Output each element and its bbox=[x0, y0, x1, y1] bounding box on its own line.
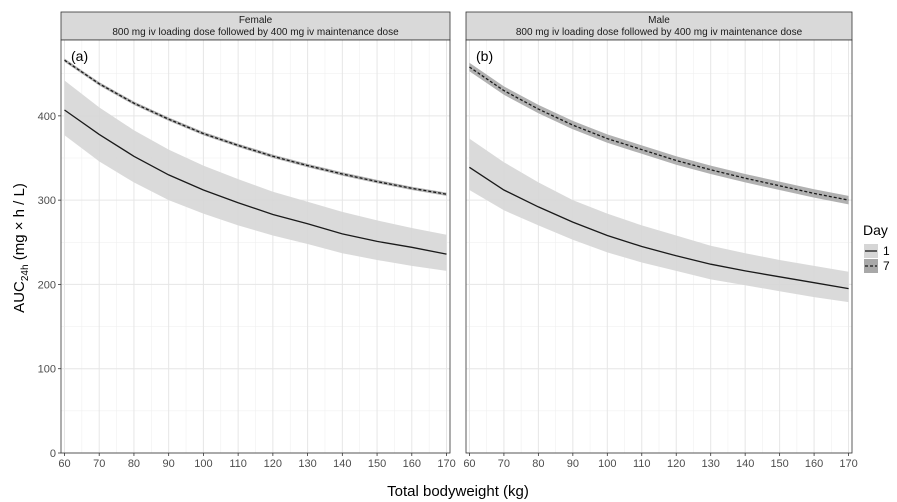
x-tick-label: 150 bbox=[770, 458, 788, 470]
x-tick-label: 80 bbox=[128, 458, 140, 470]
ribbon-day-7 bbox=[469, 62, 849, 205]
panel-strip bbox=[465, 11, 853, 41]
x-tick-label: 140 bbox=[736, 458, 754, 470]
x-tick-label: 90 bbox=[567, 458, 579, 470]
ribbon-day-1 bbox=[469, 138, 849, 303]
ribbon-day-1 bbox=[64, 80, 447, 271]
panel-border bbox=[60, 39, 451, 454]
strip-line-2: 800 mg iv loading dose followed by 400 m… bbox=[112, 27, 399, 38]
series-line-day-7 bbox=[469, 66, 849, 201]
x-tick-label: 140 bbox=[333, 458, 351, 470]
strip-line-2: 800 mg iv loading dose followed by 400 m… bbox=[516, 27, 803, 38]
series-line-day-1 bbox=[469, 166, 849, 290]
y-tick-label: 300 bbox=[38, 195, 56, 207]
legend-title: Day bbox=[863, 222, 888, 238]
x-tick-label: 130 bbox=[702, 458, 720, 470]
x-tick-label: 100 bbox=[598, 458, 616, 470]
x-tick-label: 70 bbox=[93, 458, 105, 470]
x-tick-label: 150 bbox=[368, 458, 386, 470]
panel-tag: (b) bbox=[476, 48, 493, 64]
x-tick-label: 110 bbox=[229, 458, 247, 470]
strip-line-1: Female bbox=[239, 15, 273, 26]
legend: Day 17 bbox=[863, 222, 890, 273]
x-tick-label: 60 bbox=[463, 458, 475, 470]
x-tick-label: 100 bbox=[194, 458, 212, 470]
y-tick-label: 100 bbox=[38, 364, 56, 376]
y-axis-title-sub: 24h bbox=[20, 264, 31, 281]
y-axis-title-main: AUC bbox=[11, 281, 28, 313]
x-tick-label: 90 bbox=[163, 458, 175, 470]
y-tick-label: 400 bbox=[38, 111, 56, 123]
x-tick-label: 80 bbox=[532, 458, 544, 470]
x-tick-label: 160 bbox=[403, 458, 421, 470]
x-tick-label: 110 bbox=[633, 458, 651, 470]
x-tick-label: 170 bbox=[839, 458, 857, 470]
y-tick-label: 0 bbox=[50, 448, 56, 460]
y-tick-label: 200 bbox=[38, 279, 56, 291]
series-line-day-1 bbox=[64, 109, 447, 255]
panel-border bbox=[465, 39, 853, 454]
legend-label-1: 1 bbox=[883, 244, 890, 258]
y-axis-title-units: (mg × h / L) bbox=[11, 183, 28, 264]
panel-tag: (a) bbox=[71, 48, 88, 64]
x-tick-label: 170 bbox=[437, 458, 455, 470]
x-tick-label: 120 bbox=[667, 458, 685, 470]
x-tick-label: 160 bbox=[805, 458, 823, 470]
x-axis-title: Total bodyweight (kg) bbox=[387, 483, 529, 500]
y-axis: 0 100 200 300 400 bbox=[38, 111, 61, 460]
x-tick-label: 70 bbox=[498, 458, 510, 470]
panel-strip bbox=[60, 11, 451, 41]
series-line-day-7 bbox=[64, 59, 447, 195]
x-tick-label: 60 bbox=[58, 458, 70, 470]
strip-line-1: Male bbox=[648, 15, 670, 26]
y-axis-title: AUC24h (mg × h / L) bbox=[11, 183, 31, 313]
legend-label-7: 7 bbox=[883, 259, 890, 273]
x-tick-label: 130 bbox=[298, 458, 316, 470]
x-tick-label: 120 bbox=[264, 458, 282, 470]
